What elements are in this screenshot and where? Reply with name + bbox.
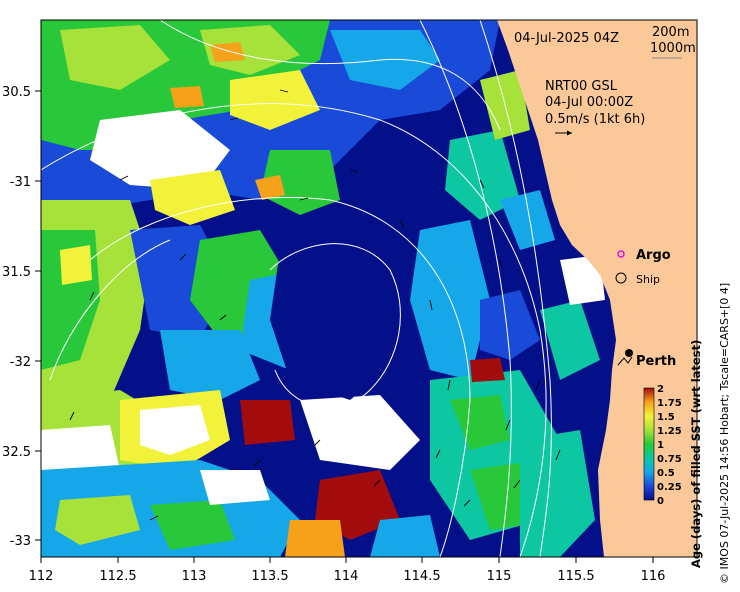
x-tick-label: 115 — [487, 569, 512, 584]
bathymetry-contours — [41, 20, 552, 557]
x-tick-label: 114 — [334, 569, 359, 584]
x-tick-label: 113 — [182, 569, 207, 584]
current-product-label: NRT00 GSL — [545, 79, 618, 94]
x-tick-label: 112 — [29, 569, 54, 584]
colorbar-tick: 2 — [657, 384, 664, 395]
current-time-label: 04-Jul 00:00Z — [545, 95, 633, 110]
credit-text: © IMOS 07-Jul-2025 14:56 Hobart; Tscale=… — [718, 283, 731, 584]
perth-coast-detail — [617, 356, 633, 366]
y-tick-label: -31 — [10, 175, 31, 190]
ship-marker-icon — [615, 272, 627, 284]
colorbar-gradient — [643, 387, 655, 501]
colorbar-tick: 1.5 — [657, 412, 675, 423]
x-axis: 112 112.5 113 113.5 114 114.5 115 115.5 … — [29, 557, 666, 584]
current-scale-label: 0.5m/s (1kt 6h) — [545, 112, 645, 127]
current-vectors — [69, 89, 561, 521]
date-label: 04-Jul-2025 04Z — [514, 31, 619, 46]
colorbar-tick: 1 — [657, 440, 664, 451]
colorbar-tick: 0 — [657, 496, 664, 507]
y-tick-label: -33 — [10, 534, 31, 549]
colorbar: 2 1.75 1.5 1.25 1 0.75 0.5 0.25 0 — [643, 384, 682, 507]
y-axis: 30.5 -31 31.5 -32 32.5 -33 — [2, 85, 41, 549]
colorbar-tick: 1.25 — [657, 426, 682, 437]
scale-arrow-icon — [555, 130, 572, 136]
contour-label-1000m: 1000m — [650, 41, 696, 56]
colorbar-tick: 0.75 — [657, 454, 682, 465]
argo-marker-icon — [617, 250, 625, 258]
y-tick-label: -32 — [10, 355, 31, 370]
y-tick-label: 32.5 — [2, 445, 31, 460]
y-tick-label: 30.5 — [2, 85, 31, 100]
colorbar-tick: 0.5 — [657, 468, 675, 479]
x-tick-label: 114.5 — [403, 569, 440, 584]
colorbar-tick: 0.25 — [657, 482, 682, 493]
x-tick-label: 112.5 — [99, 569, 136, 584]
perth-marker-icon — [625, 349, 633, 357]
argo-label: Argo — [636, 248, 671, 263]
x-tick-label: 115.5 — [557, 569, 594, 584]
plot-frame — [40, 19, 698, 558]
contour-label-200m: 200m — [652, 25, 689, 40]
sst-age-raster — [41, 20, 605, 557]
colorbar-tick: 1.75 — [657, 398, 682, 409]
y-tick-label: 31.5 — [2, 265, 31, 280]
ship-label: Ship — [636, 273, 660, 286]
perth-label: Perth — [636, 354, 676, 369]
x-tick-label: 116 — [641, 569, 666, 584]
x-tick-label: 113.5 — [251, 569, 288, 584]
colorbar-title: Age (days) of filled SST (wrt latest) — [689, 340, 703, 568]
